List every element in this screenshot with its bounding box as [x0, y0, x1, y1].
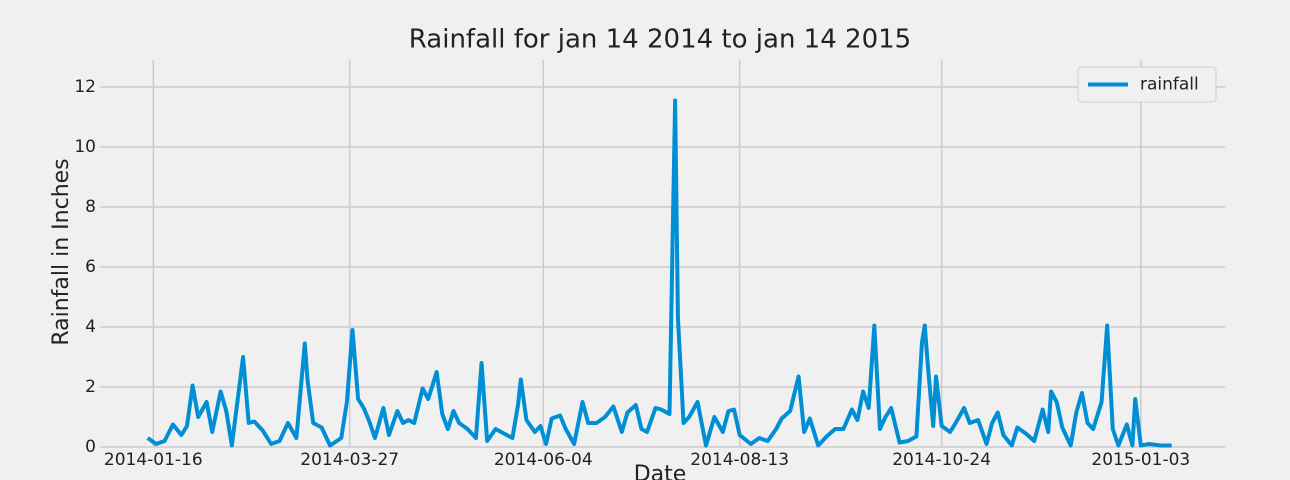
x-tick-label: 2014-08-13 — [690, 450, 789, 470]
y-tick-label: 12 — [74, 77, 96, 97]
y-tick-label: 4 — [85, 317, 96, 337]
y-tick-label: 0 — [85, 437, 96, 457]
legend-label: rainfall — [1140, 75, 1199, 95]
legend-box — [1077, 66, 1217, 103]
chart-title: Rainfall for jan 14 2014 to jan 14 2015 — [409, 25, 911, 55]
x-tick-label: 2014-01-16 — [104, 450, 203, 470]
y-axis-label: Rainfall in Inches — [49, 158, 74, 345]
y-tick-label: 8 — [85, 197, 96, 217]
y-tick-label: 10 — [74, 137, 96, 157]
x-axis-label: Date — [634, 462, 687, 480]
x-tick-label: 2014-10-24 — [892, 450, 991, 470]
line — [146, 98, 1172, 448]
x-tick-label: 2014-06-04 — [494, 450, 593, 470]
x-tick-label: 2015-01-03 — [1091, 450, 1190, 470]
y-tick-label: 6 — [85, 257, 96, 277]
y-tick-label: 2 — [85, 377, 96, 397]
x-tick-label: 2014-03-27 — [300, 450, 399, 470]
